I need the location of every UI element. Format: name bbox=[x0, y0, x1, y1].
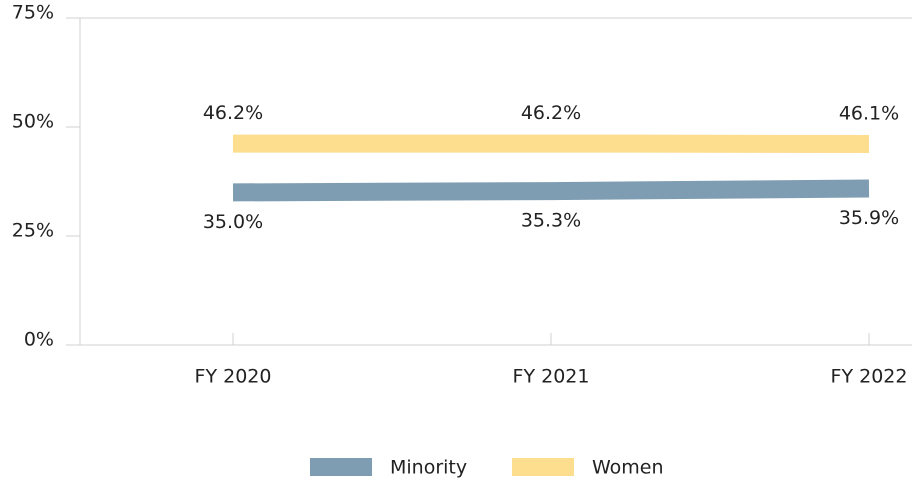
data-label: 46.2% bbox=[521, 102, 581, 124]
data-label: 35.3% bbox=[521, 210, 581, 232]
series-line bbox=[232, 179, 870, 202]
data-label: 46.2% bbox=[203, 102, 263, 124]
x-tick-label: FY 2021 bbox=[513, 366, 590, 388]
y-tick-label: 0% bbox=[24, 329, 54, 351]
x-tick-label: FY 2020 bbox=[195, 366, 272, 388]
legend-swatch bbox=[512, 458, 574, 476]
x-tick-label: FY 2022 bbox=[831, 366, 908, 388]
data-label: 35.9% bbox=[839, 207, 899, 229]
legend-label: Minority bbox=[390, 457, 467, 479]
y-tick-label: 75% bbox=[12, 2, 54, 24]
data-label: 46.1% bbox=[839, 103, 899, 125]
data-label: 35.0% bbox=[203, 211, 263, 233]
y-tick-label: 50% bbox=[12, 111, 54, 133]
legend-swatch bbox=[310, 458, 372, 476]
y-tick-label: 25% bbox=[12, 220, 54, 242]
legend-label: Women bbox=[592, 457, 664, 479]
